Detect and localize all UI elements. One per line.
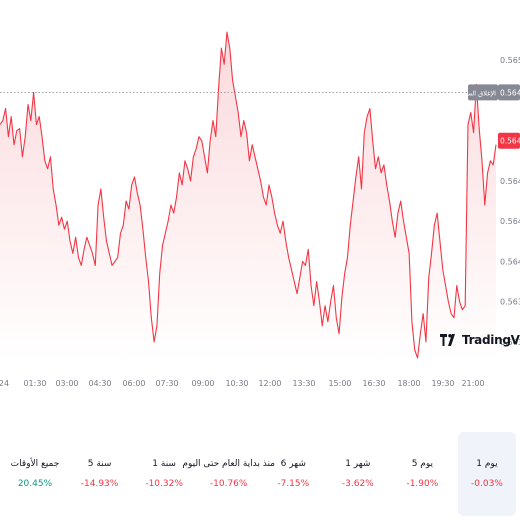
chart-canvas[interactable]: 0.56500 0.56440 0.56420 0.56400 0.56380 0.563… [0,0,520,400]
tradingview-logo-icon [440,334,455,346]
x-tick-label: 13:30 [292,379,315,388]
period-label: 1 يوم [476,459,498,469]
performance-periods: 1 يوم -0.03% 5 يوم -1.90% 1 شهر -3.62% 6 شهر -7… [0,432,520,520]
period-change-value: -1.90% [406,479,439,489]
price-line [0,31,497,359]
previous-close-tag: الإغلاق السابق 0.56484 [457,84,520,101]
period-label: 5 سنة [87,459,112,469]
period-button[interactable]: 5 يوم -1.90% [393,432,451,516]
y-tick-label: 0.56420 [500,217,520,226]
period-change-value: -10.32% [145,479,183,489]
period-change-value: -10.76% [209,479,248,489]
period-label: 1 شهر [345,459,371,469]
x-tick-label: 15:00 [328,379,351,388]
x-tick-label: 19:30 [431,379,454,388]
previous-close-value: 0.56484 [500,88,520,97]
period-label: 6 شهر [280,459,306,469]
y-tick-label: 0.56380 [500,298,520,307]
tradingview-watermark[interactable]: TradingView [440,333,520,347]
x-tick-label: 12:00 [258,379,281,388]
y-tick-label: 0.56440 [500,177,520,186]
x-tick-label: 16:30 [362,379,385,388]
previous-close-value-box [498,84,520,101]
x-tick-label: 18:00 [397,379,420,388]
y-tick-label: 0.56360 [500,338,520,347]
period-label: 5 يوم [411,459,434,469]
period-label: جميع الأوقات [10,459,60,469]
period-button[interactable]: 1 سنة -10.32% [135,432,193,516]
x-tick-label: 07:30 [155,379,178,388]
period-change-value: -7.15% [277,479,310,489]
x-tick-label: 04:30 [88,379,111,388]
y-tick-label: 0.56500 [500,56,520,65]
period-label: 1 سنة [152,459,176,469]
period-change-value: -14.93% [80,479,119,489]
period-change-value: 20.45% [17,479,53,489]
period-button[interactable]: 1 شهر -3.62% [329,432,387,516]
period-button[interactable]: منذ بداية العام حتى اليوم -10.76% [182,432,275,516]
x-tick-label: 01:30 [23,379,46,388]
period-label: منذ بداية العام حتى اليوم [182,459,275,469]
x-tick-label: 03:00 [55,379,78,388]
watermark-text: TradingView [462,333,520,347]
x-tick-label: 09:00 [191,379,214,388]
previous-close-label: الإغلاق السابق [457,89,496,97]
x-tick-label: 10:30 [225,379,248,388]
period-change-value: -0.03% [471,479,503,489]
period-button[interactable]: 5 سنة -14.93% [71,432,129,516]
last-price-box [498,132,520,149]
last-price-label: 0.56460 [500,137,520,146]
period-button[interactable]: 6 شهر -7.15% [264,432,322,516]
period-button[interactable]: جميع الأوقات 20.45% [6,432,64,516]
x-tick-label: 24 [0,379,9,388]
x-tick-label: 06:00 [122,379,145,388]
period-button[interactable]: 1 يوم -0.03% [457,432,516,516]
price-chart[interactable]: 0.56500 0.56440 0.56420 0.56400 0.56380 0.563… [0,0,520,400]
price-area-fill [0,32,496,362]
previous-close-label-box [468,84,498,101]
x-tick-label: 21:00 [461,379,484,388]
period-change-value: -3.62% [341,479,374,489]
y-tick-label: 0.56400 [500,257,520,266]
